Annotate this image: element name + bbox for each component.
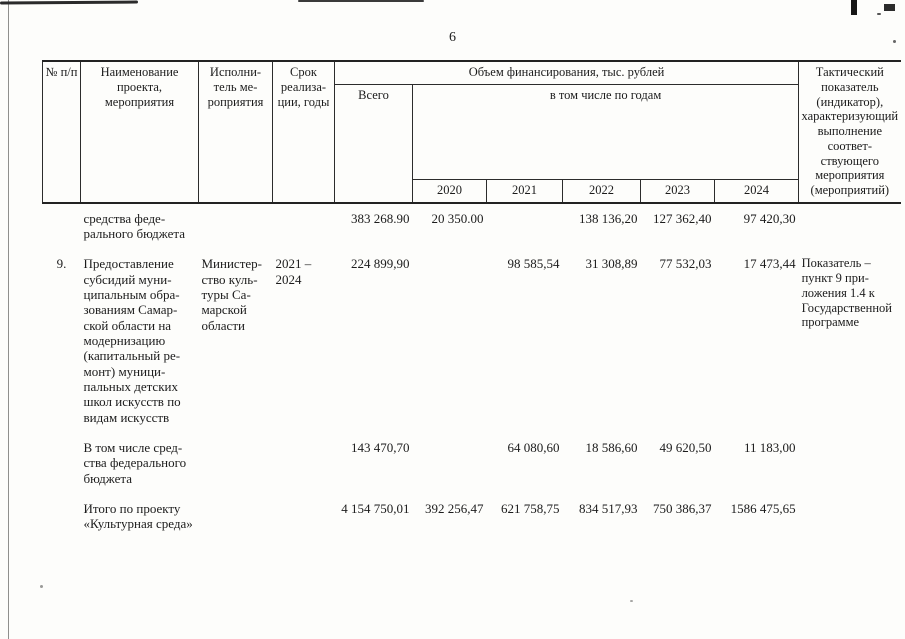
cell-2024: 11 183,00 xyxy=(744,440,796,456)
cell-2020 xyxy=(413,435,487,496)
table-row: Итого по проекту «Культурная сре­да» 4 1… xyxy=(43,496,901,542)
cell-num xyxy=(43,496,81,542)
table-row: 9. Предоставление субсидий муни­ципальны… xyxy=(43,251,901,435)
cell-num xyxy=(43,435,81,496)
header-total: Всего xyxy=(334,84,413,203)
header-indicator: Тактический показатель (индикатор), хара… xyxy=(798,61,901,203)
scan-artifact xyxy=(40,585,43,588)
cell-term xyxy=(273,203,335,252)
cell-2021: 98 585,54 xyxy=(507,256,560,272)
header-name: Наименование проекта, мероприятия xyxy=(80,61,199,203)
header-year-2020: 2020 xyxy=(412,179,487,203)
header-year-2022: 2022 xyxy=(562,179,641,203)
cell-2024: 97 420,30 xyxy=(743,210,796,226)
cell-total: 224 899,90 xyxy=(351,256,410,272)
cell-executor xyxy=(199,203,273,252)
cell-term xyxy=(273,496,335,542)
cell-total: 4 154 750,01 xyxy=(341,501,410,516)
cell-2020: 20 350.00 xyxy=(431,210,484,226)
scan-artifact xyxy=(298,0,424,2)
scan-artifact xyxy=(851,0,857,15)
header-row-2: Всего в том числе по годам xyxy=(43,84,901,203)
cell-2020 xyxy=(413,251,487,435)
cell-indicator xyxy=(799,435,901,496)
cell-name: средства феде­рального бюджета xyxy=(83,210,186,242)
cell-executor: Министер­ство куль­туры Са­марской облас… xyxy=(201,256,263,333)
cell-indicator: Показатель – пункт 9 при­ложения 1.4 к Г… xyxy=(801,256,892,330)
scan-artifact xyxy=(893,40,896,43)
table-row: В том числе сред­ства федерального бюдже… xyxy=(43,435,901,496)
cell-total: 383 268.90 xyxy=(351,210,410,226)
header-num: № п/п xyxy=(42,61,81,203)
cell-2022: 138 136,20 xyxy=(579,210,638,226)
scan-artifact xyxy=(877,13,881,15)
page-number: 6 xyxy=(449,30,456,45)
header-row-3: 2020 2021 2022 2023 2024 xyxy=(43,179,901,203)
cell-2021: 621 758,75 xyxy=(501,501,560,516)
scan-artifact xyxy=(884,4,895,11)
cell-2024: 17 473,44 xyxy=(743,256,796,272)
header-term: Срок реализа­ции, годы xyxy=(272,61,335,203)
cell-2023: 127 362,40 xyxy=(653,210,712,226)
cell-name: Предоставление субсидий муни­ципальным о… xyxy=(83,256,181,425)
scan-artifact xyxy=(0,0,139,5)
cell-executor xyxy=(199,435,273,496)
cell-num: 9. xyxy=(56,256,67,272)
cell-2023: 77 532,03 xyxy=(659,256,712,272)
cell-2023: 49 620,50 xyxy=(659,440,712,456)
cell-2021: 64 080,60 xyxy=(507,440,560,456)
cell-2024: 1586 475,65 xyxy=(730,501,796,516)
financing-table: № п/п Наименование проекта, мероприятия … xyxy=(42,60,901,542)
cell-2021 xyxy=(487,203,563,252)
header-row-1: № п/п Наименование проекта, мероприятия … xyxy=(42,61,901,203)
header-executor: Исполни­тель ме­роприя­тия xyxy=(198,61,273,203)
cell-2023: 750 386,37 xyxy=(653,501,712,516)
cell-indicator xyxy=(799,203,901,252)
header-year-2021: 2021 xyxy=(486,179,563,203)
cell-term xyxy=(273,435,335,496)
cell-executor xyxy=(199,496,273,542)
cell-term: 2021 – 2024 xyxy=(275,256,312,287)
cell-indicator xyxy=(799,496,901,542)
header-year-2024: 2024 xyxy=(713,179,799,203)
table-row: средства феде­рального бюджета 383 268.9… xyxy=(43,203,901,252)
cell-total: 143 470,70 xyxy=(351,440,410,456)
cell-2022: 31 308,89 xyxy=(585,256,638,272)
cell-num xyxy=(43,203,81,252)
cell-2022: 18 586,60 xyxy=(585,440,638,456)
header-year-2023: 2023 xyxy=(640,179,715,203)
scan-artifact xyxy=(630,600,633,602)
cell-name: В том числе сред­ства федерального бюдже… xyxy=(83,440,187,486)
header-by-years: в том числе по годам xyxy=(411,84,799,181)
header-finance-group: Объем финансирования, тыс. рублей xyxy=(333,61,799,85)
cell-name: Итого по проекту «Культурная сре­да» xyxy=(83,501,193,532)
cell-2020: 392 256,47 xyxy=(425,501,484,516)
cell-2022: 834 517,93 xyxy=(579,501,638,516)
scan-artifact xyxy=(8,0,9,639)
